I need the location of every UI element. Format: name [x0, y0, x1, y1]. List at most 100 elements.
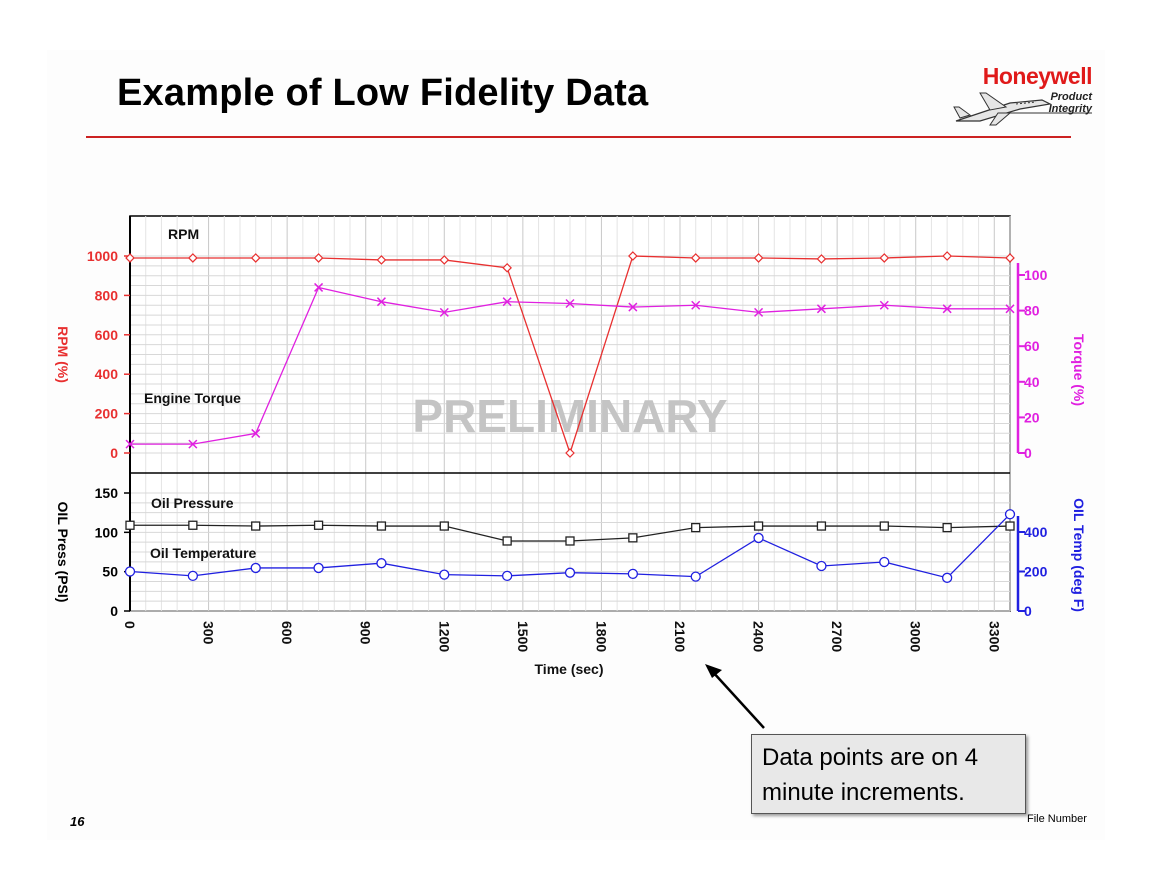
data-point-oil-temperature [753, 532, 764, 544]
honeywell-logo: Honeywell Product Integrity [950, 63, 1095, 135]
left-axis-title: RPM (%) [55, 326, 71, 383]
x-tick-label: 3000 [908, 621, 924, 652]
data-point-rpm [376, 255, 387, 265]
x-tick-label: 600 [279, 621, 295, 645]
x-tick-label: 300 [201, 621, 217, 645]
inline-series-label: Oil Pressure [151, 495, 234, 511]
x-tick-label: 1200 [436, 621, 452, 652]
data-point-engine-torque [251, 428, 261, 438]
callout-arrow-line [711, 670, 765, 729]
data-point-oil-pressure [628, 533, 638, 543]
x-tick-label: 900 [358, 621, 374, 645]
data-point-rpm [816, 254, 827, 264]
x-tick-label: 1800 [593, 621, 609, 652]
inline-series-label: Oil Temperature [150, 545, 257, 561]
x-tick-label: 0 [122, 621, 138, 629]
data-point-engine-torque [188, 439, 198, 449]
right-tick-label: 40 [1024, 374, 1040, 390]
left-tick-label: 800 [95, 287, 119, 303]
x-tick-label: 2100 [672, 621, 688, 652]
inline-series-label: Engine Torque [144, 390, 241, 406]
data-point-rpm [313, 253, 324, 263]
data-point-oil-temperature [1004, 509, 1016, 520]
data-point-rpm [1005, 253, 1015, 263]
data-point-oil-temperature [627, 568, 639, 580]
data-point-oil-pressure [188, 520, 198, 530]
data-point-oil-temperature [187, 570, 199, 581]
data-point-oil-pressure [313, 520, 324, 530]
left-tick-label: 600 [95, 327, 119, 343]
right-tick-label: 80 [1024, 303, 1040, 319]
data-point-engine-torque [502, 297, 512, 307]
data-point-rpm [690, 253, 701, 263]
data-point-rpm [628, 251, 638, 261]
right-tick-label: 20 [1024, 409, 1040, 425]
data-point-oil-temperature [690, 571, 701, 582]
data-point-oil-temperature [816, 560, 827, 572]
data-point-engine-torque [565, 298, 575, 309]
callout-arrow-head [705, 664, 722, 678]
data-point-oil-temperature [124, 566, 136, 577]
logo-line-1: Product [1050, 91, 1092, 103]
data-point-oil-pressure [251, 521, 261, 531]
data-point-engine-torque [628, 302, 638, 312]
data-point-oil-pressure [125, 520, 135, 530]
data-point-oil-pressure [942, 522, 952, 533]
left-tick-label: 0 [110, 445, 118, 461]
data-point-engine-torque [314, 282, 324, 292]
left-tick-label: 200 [95, 406, 119, 422]
data-point-rpm [439, 255, 450, 265]
data-point-oil-pressure [1005, 521, 1015, 531]
data-point-rpm [502, 262, 512, 273]
data-point-engine-torque [816, 304, 826, 314]
data-point-rpm [942, 251, 952, 261]
data-point-engine-torque [125, 439, 135, 449]
data-point-oil-temperature [250, 562, 261, 574]
data-point-oil-temperature [376, 558, 387, 569]
data-point-oil-pressure [753, 521, 764, 531]
airplane-icon [953, 92, 1092, 126]
page-number: 16 [70, 814, 85, 829]
right-tick-label: 0 [1024, 445, 1032, 461]
data-point-rpm [125, 253, 135, 263]
data-point-rpm [753, 253, 764, 263]
title-rule [86, 136, 1071, 138]
left-tick-label: 150 [95, 485, 119, 501]
data-point-oil-pressure [565, 536, 575, 546]
data-point-oil-pressure [691, 522, 701, 533]
x-tick-label: 1500 [515, 621, 531, 652]
logo-brand: Honeywell [982, 63, 1093, 89]
left-tick-label: 100 [95, 524, 119, 540]
data-point-oil-pressure [502, 536, 512, 546]
logo-line-2: Integrity [1048, 103, 1092, 115]
data-point-oil-temperature [879, 556, 890, 568]
file-number: File Number [1027, 813, 1087, 825]
data-point-oil-temperature [313, 562, 324, 574]
data-point-oil-pressure [376, 521, 387, 531]
right-tick-label: 0 [1024, 603, 1032, 619]
data-point-rpm [188, 253, 198, 263]
data-point-rpm [250, 253, 261, 263]
data-point-oil-pressure [879, 521, 889, 531]
data-point-engine-torque [1005, 304, 1015, 314]
watermark-text: PRELIMINARY [412, 390, 727, 442]
inline-series-label: RPM [168, 226, 199, 242]
x-tick-label: 3300 [986, 621, 1002, 652]
right-axis-title: OIL Temp (deg F) [1071, 498, 1087, 612]
data-point-rpm [565, 448, 575, 458]
right-tick-label: 60 [1024, 338, 1040, 354]
data-point-engine-torque [376, 297, 386, 307]
data-point-rpm [879, 253, 890, 263]
right-axis-title: Torque (%) [1071, 334, 1087, 406]
left-axis-title: OIL Press (PSI) [55, 502, 71, 603]
data-point-oil-pressure [816, 521, 827, 531]
right-tick-label: 100 [1024, 267, 1048, 283]
callout-box: Data points are on 4 minute increments. [751, 734, 1026, 814]
x-tick-label: 2700 [829, 621, 845, 652]
data-point-engine-torque [439, 307, 449, 317]
x-tick-label: 2400 [751, 621, 767, 652]
right-tick-label: 400 [1024, 524, 1048, 540]
left-tick-label: 400 [95, 366, 119, 382]
data-point-engine-torque [754, 307, 764, 317]
